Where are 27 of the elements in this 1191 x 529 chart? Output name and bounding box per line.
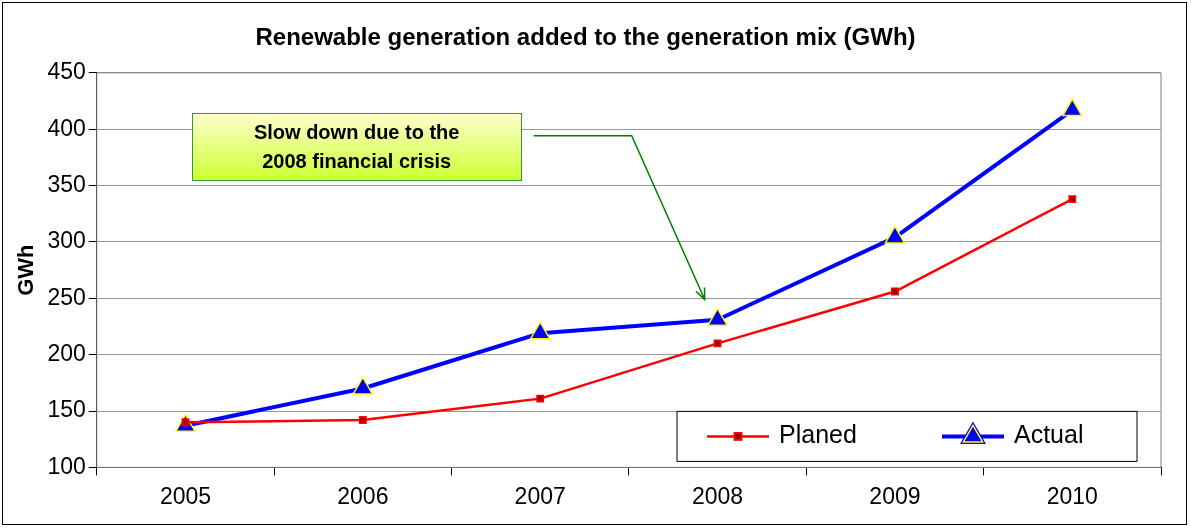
y-axis-title: GWh — [13, 244, 39, 296]
point — [884, 225, 906, 244]
x-tick-label: 2007 — [514, 482, 566, 509]
annotation: Slow down due to the 2008 financial crisis — [253, 119, 460, 174]
chart-title: Renewable generation added to the generation mix (GWh) — [255, 23, 916, 51]
y-tick-label: 150 — [47, 396, 86, 423]
legend-label: Actual — [1014, 420, 1084, 449]
y-tick-label: 400 — [47, 114, 86, 141]
y-tick-label: 300 — [47, 227, 86, 254]
y-tick-label: 250 — [47, 283, 86, 310]
y-tick-label: 450 — [47, 58, 86, 85]
x-tick-label: 2005 — [159, 482, 212, 509]
point — [358, 416, 367, 424]
callout-box: Slow down due to the 2008 financial crisis — [191, 112, 522, 181]
x-tick-label: 2009 — [869, 482, 921, 509]
point — [713, 339, 722, 348]
y-tick-label: 200 — [47, 340, 86, 366]
y-tick-label: 100 — [47, 452, 86, 479]
x-tick-label: 2006 — [337, 482, 389, 509]
point — [1068, 195, 1077, 203]
y-tick-label: 350 — [47, 170, 86, 197]
point — [536, 394, 545, 403]
legend-label: Planed — [779, 420, 857, 449]
point — [1062, 98, 1083, 117]
x-tick-label: 2010 — [1046, 482, 1098, 509]
point — [891, 287, 899, 296]
x-tick-label: 2008 — [691, 482, 744, 509]
